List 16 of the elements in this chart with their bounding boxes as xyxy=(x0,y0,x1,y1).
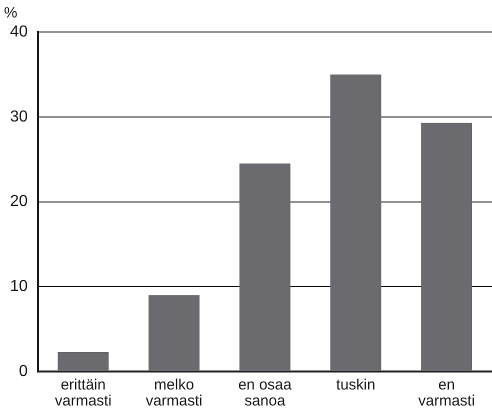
y-tick-label: 20 xyxy=(10,193,28,210)
x-tick-label: en osaa sanoa xyxy=(238,376,292,410)
bar xyxy=(421,122,472,371)
bar xyxy=(148,295,200,371)
y-axis-title: % xyxy=(4,4,18,22)
x-tick-label: melko varmasti xyxy=(146,376,202,410)
x-tick-label: erittäin varmasti xyxy=(54,376,112,410)
y-tick-label: 40 xyxy=(10,23,28,40)
x-tick-label: en varmasti xyxy=(418,376,475,410)
y-tick-label: 30 xyxy=(10,108,28,126)
x-tick-label: tuskin xyxy=(336,376,376,394)
y-tick-label: 0 xyxy=(18,362,28,380)
bar xyxy=(58,352,109,371)
bar xyxy=(330,74,382,371)
y-tick-label: 10 xyxy=(10,278,28,296)
bar xyxy=(239,164,290,371)
